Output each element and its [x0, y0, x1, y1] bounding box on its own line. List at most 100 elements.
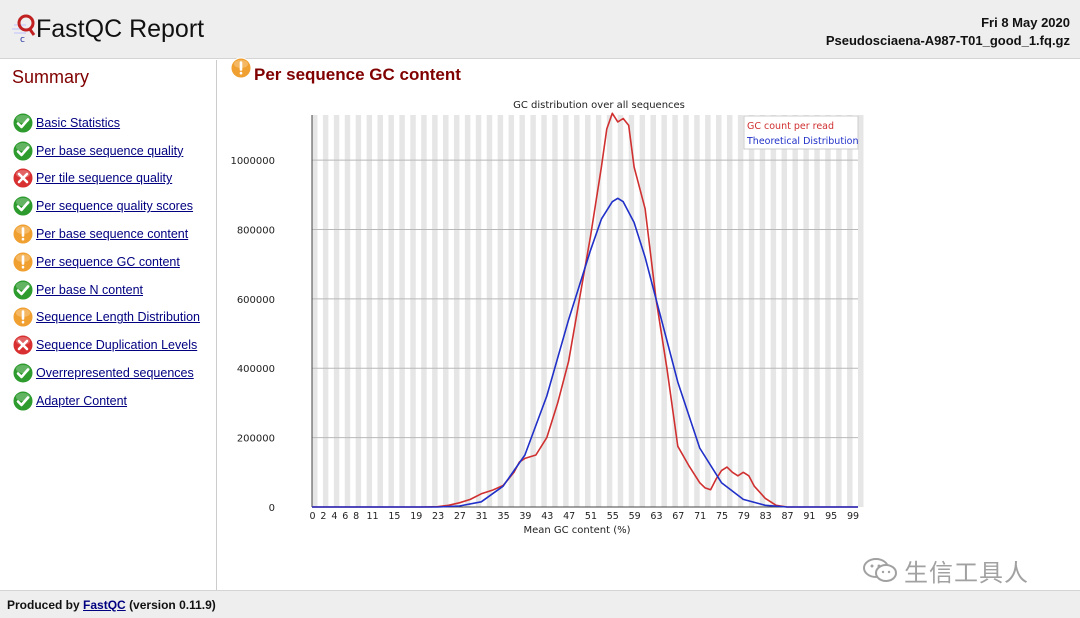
x-tick-label: 71 — [694, 511, 706, 522]
nav-item-overrepresented-sequences[interactable]: Overrepresented sequences — [12, 359, 200, 387]
grid-stripe — [595, 115, 602, 507]
nav-item-per-base-n-content[interactable]: Per base N content — [12, 276, 200, 304]
nav-link[interactable]: Per tile sequence quality — [36, 171, 173, 186]
grid-stripe — [639, 115, 646, 507]
nav-link[interactable]: Sequence Duplication Levels — [36, 338, 198, 353]
grid-stripe — [836, 115, 842, 507]
grid-stripe — [344, 115, 351, 507]
x-tick-label: 6 — [342, 511, 348, 522]
main-content: 0 200000 400000 600000 800000 1000000 0 2 4 6 8 11 1… — [218, 57, 1080, 590]
warning-icon — [12, 251, 34, 273]
grid-stripe — [399, 115, 405, 507]
pass-check-icon — [12, 362, 34, 384]
nav-link[interactable]: Per base sequence quality — [36, 143, 184, 158]
grid-stripe — [388, 115, 394, 507]
summary-title: Summary — [12, 67, 90, 87]
x-tick-label: 55 — [607, 511, 619, 522]
grid-stripe — [366, 115, 373, 507]
x-axis-label: Mean GC content (%) — [523, 525, 630, 536]
x-tick-label: 67 — [672, 511, 684, 522]
grid-stripe — [333, 115, 340, 507]
nav-link[interactable]: Sequence Length Distribution — [36, 310, 201, 325]
report-footer: Produced by FastQC (version 0.11.9) — [0, 590, 1080, 618]
x-tick-label: 99 — [847, 511, 859, 522]
pass-check-icon — [12, 140, 34, 162]
pass-check-icon — [12, 390, 34, 412]
nav-link[interactable]: Basic Statistics — [36, 115, 121, 130]
x-tick-label: 91 — [803, 511, 815, 522]
grid-stripe — [694, 115, 700, 507]
x-tick-label: 75 — [716, 511, 728, 522]
nav-item-per-base-sequence-content[interactable]: Per base sequence content — [12, 220, 200, 248]
y-tick-label: 600000 — [237, 295, 275, 306]
x-tick-label: 8 — [353, 511, 359, 522]
warning-icon — [12, 223, 34, 245]
footer-text: Produced by FastQC (version 0.11.9) — [7, 598, 216, 612]
theoretical-series-line — [312, 197, 858, 508]
fastqc-link[interactable]: FastQC — [83, 598, 126, 612]
grid-stripe — [748, 115, 755, 507]
nav-item-sequence-duplication-levels[interactable]: Sequence Duplication Levels — [12, 331, 200, 359]
x-tick-label: 0 — [309, 511, 315, 522]
pass-check-icon — [12, 195, 34, 217]
report-date: Fri 8 May 2020 — [981, 15, 1070, 30]
nav-item-per-base-sequence-quality[interactable]: Per base sequence quality — [12, 137, 200, 165]
gc-count-series-line — [312, 112, 858, 508]
x-tick-label: 35 — [498, 511, 510, 522]
warning-icon — [230, 57, 252, 79]
x-tick-label: 43 — [541, 511, 553, 522]
nav-link[interactable]: Per base sequence content — [36, 227, 189, 242]
nav-item-sequence-length-distribution[interactable]: Sequence Length Distribution — [12, 304, 200, 332]
grid-stripe — [519, 115, 525, 507]
y-tick-label: 400000 — [237, 364, 275, 375]
grid-stripe — [814, 115, 820, 507]
grid-stripe — [617, 115, 624, 507]
svg-text:c: c — [20, 35, 25, 45]
section-title: Per sequence GC content — [254, 65, 461, 84]
x-tick-label: 83 — [760, 511, 772, 522]
nav-link[interactable]: Adapter Content — [36, 393, 128, 408]
grid-stripe — [453, 115, 460, 507]
x-tick-label: 63 — [650, 511, 662, 522]
grid-stripe — [508, 115, 515, 507]
grid-stripe — [716, 115, 722, 507]
fail-cross-icon — [12, 334, 34, 356]
x-tick-label: 51 — [585, 511, 597, 522]
grid-stripe — [464, 115, 471, 507]
y-tick-label: 200000 — [237, 434, 275, 445]
x-tick-label: 39 — [519, 511, 531, 522]
grid-stripe — [443, 115, 449, 507]
watermark: 生信工具人 — [862, 554, 1029, 587]
grid-stripe — [421, 115, 427, 507]
x-tick-label: 15 — [388, 511, 400, 522]
grid-stripe — [858, 115, 864, 507]
nav-item-adapter-content[interactable]: Adapter Content — [12, 387, 200, 415]
grid-stripe — [847, 115, 853, 507]
grid-stripe — [770, 115, 777, 507]
nav-item-per-sequence-quality-scores[interactable]: Per sequence quality scores — [12, 192, 200, 220]
grid-stripe — [541, 115, 547, 507]
pass-check-icon — [12, 279, 34, 301]
nav-link[interactable]: Per sequence GC content — [36, 254, 180, 269]
nav-link[interactable]: Per sequence quality scores — [36, 199, 194, 214]
nav-item-per-tile-sequence-quality[interactable]: Per tile sequence quality — [12, 165, 200, 193]
y-tick-label: 1000000 — [230, 156, 275, 167]
x-tick-label: 4 — [331, 511, 337, 522]
chart-legend — [743, 115, 859, 150]
grid-stripe — [377, 115, 383, 507]
nav-link[interactable]: Per base N content — [36, 282, 144, 297]
nav-link[interactable]: Overrepresented sequences — [36, 366, 194, 381]
module-list: Basic Statistics Per base sequence qualit… — [12, 109, 200, 415]
nav-item-per-sequence-gc-content[interactable]: Per sequence GC content — [12, 248, 200, 276]
grid-stripe — [322, 115, 329, 507]
grid-stripe — [650, 115, 656, 507]
grid-stripe — [497, 115, 504, 507]
grid-stripe — [355, 115, 362, 507]
fail-cross-icon — [12, 167, 34, 189]
nav-item-basic-statistics[interactable]: Basic Statistics — [12, 109, 200, 137]
x-tick-label: 47 — [563, 511, 575, 522]
grid-stripe — [563, 115, 569, 507]
x-tick-label: 87 — [781, 511, 793, 522]
grid-stripe — [683, 115, 689, 507]
